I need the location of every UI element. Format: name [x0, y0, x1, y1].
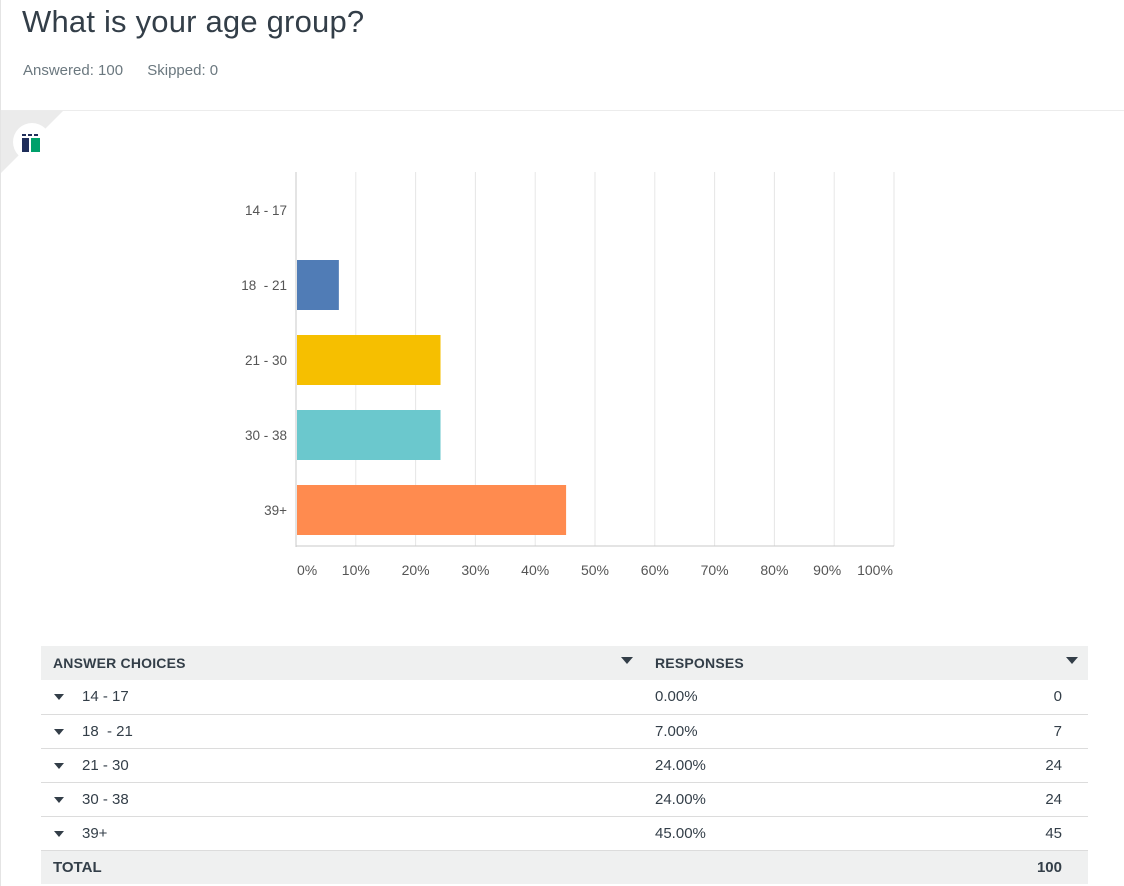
category-label: 39+ — [264, 503, 287, 518]
sort-caret-icon[interactable] — [621, 657, 633, 664]
expand-caret-icon[interactable] — [54, 694, 64, 701]
category-label: 14 - 17 — [245, 203, 287, 218]
choice-cell: 30 - 38 — [41, 782, 643, 817]
category-label: 30 - 38 — [245, 428, 287, 443]
x-tick-label: 70% — [701, 562, 729, 578]
bar — [297, 260, 339, 310]
count-cell: 24 — [865, 748, 1088, 783]
x-tick-label: 100% — [857, 562, 893, 578]
x-tick-label: 80% — [760, 562, 788, 578]
question-title: What is your age group? — [22, 4, 365, 39]
sort-caret-icon[interactable] — [1066, 657, 1078, 664]
table-row: 18 - 21 7.00% 7 — [41, 714, 1088, 749]
total-label: TOTAL — [41, 850, 643, 884]
x-tick-label: 30% — [461, 562, 489, 578]
table-header-row: ANSWER CHOICES RESPONSES — [41, 646, 1088, 680]
choice-cell: 21 - 30 — [41, 748, 643, 783]
x-tick-label: 40% — [521, 562, 549, 578]
table-row: 21 - 30 24.00% 24 — [41, 748, 1088, 783]
section-divider — [1, 110, 1124, 111]
responses-header-label: RESPONSES — [655, 655, 744, 671]
bar-chart-svg: 0% 10% 20% 30% 40% 50% 60% 70% 80% 90% 100% 14 - 17… — [241, 172, 895, 578]
x-tick-label: 60% — [641, 562, 669, 578]
expand-caret-icon[interactable] — [54, 728, 64, 735]
percent-cell: 24.00% — [643, 748, 865, 783]
total-percent-cell — [643, 850, 865, 884]
bar — [297, 485, 567, 535]
count-cell: 0 — [865, 680, 1088, 715]
choice-label: 30 - 38 — [82, 790, 129, 808]
bar-chart: 0% 10% 20% 30% 40% 50% 60% 70% 80% 90% 100% 14 - 17… — [1, 160, 1124, 600]
choice-label: 18 - 21 — [82, 722, 133, 740]
responses-table: ANSWER CHOICES RESPONSES 14 - 17 0.00% 0… — [41, 646, 1088, 884]
bar — [297, 410, 441, 460]
table-row: 14 - 17 0.00% 0 — [41, 680, 1088, 715]
count-cell: 45 — [865, 816, 1088, 851]
choice-label: 21 - 30 — [82, 756, 129, 774]
total-row: TOTAL 100 — [41, 850, 1088, 884]
percent-cell: 7.00% — [643, 714, 865, 749]
answer-choices-header[interactable]: ANSWER CHOICES — [41, 646, 643, 680]
x-tick-label: 90% — [813, 562, 841, 578]
percent-cell: 24.00% — [643, 782, 865, 817]
answered-count: Answered: 100 — [23, 62, 124, 79]
x-tick-label: 10% — [342, 562, 370, 578]
table-row: 30 - 38 24.00% 24 — [41, 782, 1088, 817]
choice-cell: 18 - 21 — [41, 714, 643, 749]
choice-cell: 14 - 17 — [41, 680, 643, 715]
count-cell: 24 — [865, 782, 1088, 817]
percent-cell: 0.00% — [643, 680, 865, 715]
x-tick-label: 50% — [581, 562, 609, 578]
x-tick-label: 0% — [297, 562, 317, 578]
category-label: 21 - 30 — [245, 353, 287, 368]
responses-header[interactable]: RESPONSES — [643, 646, 1088, 680]
expand-caret-icon[interactable] — [54, 762, 64, 769]
app-badge-icon[interactable] — [13, 123, 51, 161]
x-tick-label: 20% — [402, 562, 430, 578]
response-stats: Answered: 100 Skipped: 0 — [23, 62, 238, 79]
skipped-count: Skipped: 0 — [147, 62, 219, 79]
expand-caret-icon[interactable] — [54, 796, 64, 803]
bar — [297, 335, 441, 385]
category-label: 18 - 21 — [241, 278, 287, 293]
answer-choices-header-label: ANSWER CHOICES — [53, 655, 186, 671]
choice-cell: 39+ — [41, 816, 643, 851]
choice-label: 14 - 17 — [82, 688, 129, 706]
percent-cell: 45.00% — [643, 816, 865, 851]
table-row: 39+ 45.00% 45 — [41, 816, 1088, 851]
choice-label: 39+ — [82, 824, 108, 842]
total-count: 100 — [865, 850, 1088, 884]
count-cell: 7 — [865, 714, 1088, 749]
expand-caret-icon[interactable] — [54, 830, 64, 837]
